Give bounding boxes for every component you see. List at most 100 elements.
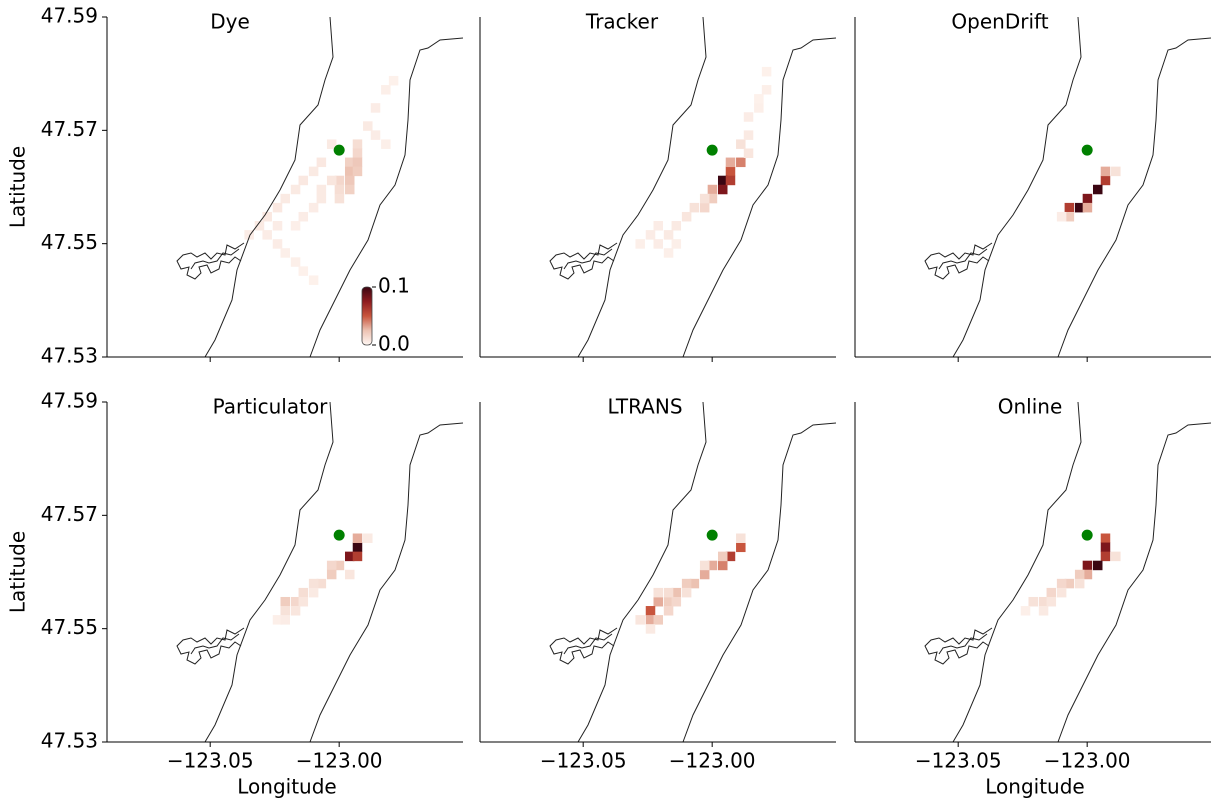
heat-cell bbox=[663, 248, 674, 258]
heat-cell bbox=[262, 230, 272, 240]
heat-cell bbox=[645, 606, 656, 616]
heat-cell bbox=[717, 551, 728, 562]
heat-cell bbox=[663, 606, 674, 616]
heat-cell bbox=[689, 202, 700, 213]
heat-cell bbox=[1056, 211, 1067, 222]
release-point bbox=[1081, 144, 1093, 156]
heat-cell bbox=[272, 202, 283, 213]
heat-cell bbox=[635, 615, 645, 625]
x-tick-label: −123.05 bbox=[915, 749, 1002, 773]
heat-cell bbox=[290, 257, 301, 267]
heat-cell bbox=[1038, 596, 1049, 607]
heat-cell bbox=[736, 157, 746, 168]
panel: Particulator −123.05 −123.00 47.53 47.55 47.5… bbox=[6, 389, 464, 799]
heat-cell bbox=[689, 578, 700, 589]
heat-cell bbox=[725, 166, 736, 177]
heat-cell bbox=[308, 202, 319, 213]
heat-cell bbox=[699, 202, 710, 213]
heat-cell bbox=[326, 569, 337, 580]
heat-cell bbox=[290, 221, 301, 231]
coastline bbox=[176, 401, 464, 743]
heat-cell bbox=[1064, 202, 1075, 213]
heat-cell bbox=[1100, 175, 1111, 186]
heat-cell bbox=[645, 624, 656, 634]
heat-cell bbox=[352, 166, 363, 177]
heat-cell bbox=[754, 103, 764, 113]
x-tick-label: −123.05 bbox=[167, 749, 254, 773]
heat-cell bbox=[761, 66, 772, 77]
heat-cell bbox=[334, 175, 345, 186]
y-axis-label: Latitude bbox=[6, 146, 30, 228]
colorbar bbox=[361, 286, 373, 346]
heat-cell bbox=[736, 542, 746, 553]
x-tick-label: −123.05 bbox=[540, 749, 627, 773]
heat-cell bbox=[344, 551, 355, 562]
heat-cell bbox=[280, 193, 290, 204]
coastline bbox=[924, 401, 1212, 743]
heat-cell bbox=[370, 130, 381, 140]
heat-cell bbox=[290, 606, 301, 616]
heat-cell bbox=[272, 221, 283, 231]
heat-cell bbox=[272, 239, 283, 249]
x-axis-label: Longitude bbox=[237, 775, 336, 799]
heat-cell bbox=[1020, 606, 1031, 616]
heat-cell bbox=[290, 596, 301, 607]
heat-cell bbox=[352, 542, 363, 553]
heat-cell bbox=[280, 606, 290, 616]
panel-title: LTRANS bbox=[607, 395, 682, 419]
heat-cell bbox=[1056, 578, 1067, 589]
heat-cell bbox=[1028, 596, 1038, 607]
heat-cell bbox=[699, 569, 710, 580]
heat-cell bbox=[1046, 587, 1057, 598]
heat-cell bbox=[280, 615, 290, 625]
heat-cell bbox=[707, 193, 718, 204]
heat-cell bbox=[707, 184, 718, 195]
y-tick-label: 47.59 bbox=[41, 389, 98, 413]
heat-cell bbox=[1082, 193, 1093, 204]
heat-cell bbox=[653, 596, 663, 607]
heat-cell bbox=[1082, 202, 1093, 213]
release-point bbox=[333, 529, 345, 541]
y-tick-label: 47.55 bbox=[41, 615, 98, 639]
heat-cell bbox=[725, 551, 736, 562]
coastline bbox=[549, 401, 837, 743]
heat-cell bbox=[671, 587, 682, 598]
heat-cell bbox=[254, 221, 265, 231]
panel-title: Dye bbox=[210, 10, 250, 34]
coastline bbox=[924, 16, 1212, 358]
heat-cell bbox=[352, 533, 363, 543]
heat-cell bbox=[1100, 542, 1111, 553]
heat-cell bbox=[663, 230, 674, 240]
heat-cell bbox=[352, 551, 363, 562]
heat-cell bbox=[743, 148, 754, 158]
heat-cell bbox=[363, 121, 373, 131]
heat-cell bbox=[352, 157, 363, 168]
heat-cell bbox=[635, 239, 645, 249]
x-axis-label: Longitude bbox=[985, 775, 1084, 799]
heat-cell bbox=[326, 560, 337, 571]
colorbar-tick-label: 0.1 bbox=[378, 274, 410, 298]
x-tick-label: −123.00 bbox=[296, 749, 383, 773]
y-tick-label: 47.57 bbox=[41, 502, 98, 526]
heat-cell bbox=[1100, 533, 1111, 543]
heat-cell bbox=[717, 175, 728, 186]
y-axis-label: Latitude bbox=[6, 531, 30, 613]
y-tick-label: 47.53 bbox=[41, 344, 98, 368]
heat-cell bbox=[334, 184, 345, 195]
release-point bbox=[1081, 529, 1093, 541]
panel: Dye 47.53 47.55 47.57 47.59 Latitude 0.0 0.1 bbox=[6, 4, 464, 368]
heat-cell bbox=[244, 230, 254, 240]
heat-cell bbox=[717, 184, 728, 195]
heat-cell bbox=[280, 248, 290, 258]
heat-cell bbox=[352, 148, 363, 158]
heat-cell bbox=[316, 184, 327, 195]
heat-cell bbox=[298, 587, 309, 598]
heat-cell bbox=[334, 560, 345, 571]
heat-cell bbox=[308, 166, 319, 177]
heat-cell bbox=[671, 239, 682, 249]
heat-cell bbox=[344, 175, 355, 186]
heat-cell bbox=[725, 157, 736, 168]
panel-title: Tracker bbox=[585, 10, 659, 34]
heat-cell bbox=[1092, 560, 1103, 571]
heat-cell bbox=[326, 139, 337, 149]
